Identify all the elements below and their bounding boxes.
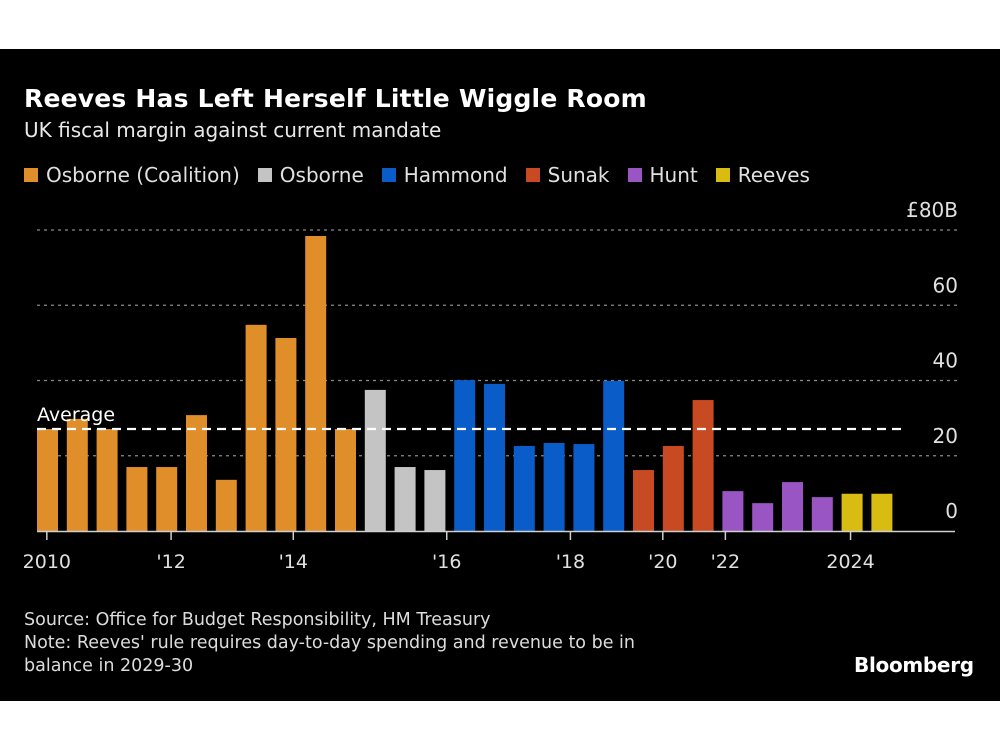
legend: Osborne (Coalition) Osborne Hammond Suna… — [24, 163, 828, 187]
x-tick-label: 2024 — [826, 551, 874, 573]
bar — [186, 415, 207, 531]
legend-label: Hammond — [403, 163, 508, 187]
bar — [484, 383, 505, 531]
legend-label: Reeves — [737, 163, 810, 187]
legend-item-osborne-coalition: Osborne (Coalition) — [24, 163, 240, 187]
legend-swatch — [381, 168, 396, 182]
footnote-line-2: balance in 2029-30 — [24, 656, 194, 676]
bar — [752, 503, 774, 531]
footnote-line-1: Note: Reeves' rule requires day-to-day s… — [24, 633, 635, 653]
bloomberg-logo: Bloomberg — [854, 653, 974, 677]
legend-item-hunt: Hunt — [627, 163, 698, 187]
chart-title: Reeves Has Left Herself Little Wiggle Ro… — [24, 84, 647, 113]
y-tick-label: 40 — [933, 349, 958, 373]
chart-subtitle: UK fiscal margin against current mandate — [24, 118, 442, 142]
chart-footer: Source: Office for Budget Responsibility… — [24, 609, 635, 678]
legend-label: Hunt — [649, 163, 698, 187]
bar — [275, 337, 297, 531]
bar — [871, 493, 893, 531]
bar — [543, 442, 565, 531]
chart-panel — [0, 49, 1000, 701]
legend-swatch — [525, 168, 540, 182]
bar — [245, 324, 267, 531]
bar — [662, 445, 684, 531]
bar — [811, 497, 833, 531]
legend-label: Osborne (Coalition) — [46, 163, 240, 187]
legend-swatch — [257, 168, 272, 182]
bar — [841, 493, 863, 531]
legend-swatch — [627, 168, 642, 182]
y-tick-label: 60 — [933, 273, 958, 297]
x-tick-label: 2010 — [23, 551, 71, 573]
bar — [513, 445, 535, 531]
legend-label: Sunak — [547, 163, 610, 187]
bar — [126, 467, 148, 531]
x-tick-label: '20 — [648, 551, 677, 573]
bar — [782, 482, 803, 531]
legend-item-hammond: Hammond — [381, 163, 508, 187]
bar — [573, 444, 595, 531]
x-tick-label: '18 — [556, 551, 585, 573]
legend-item-osborne: Osborne — [257, 163, 364, 187]
bar — [633, 470, 654, 531]
average-label: Average — [37, 404, 115, 426]
bar — [305, 236, 327, 531]
bar — [96, 429, 118, 531]
legend-item-reeves: Reeves — [715, 163, 810, 187]
legend-swatch — [24, 168, 38, 182]
x-tick-label: '22 — [711, 551, 740, 573]
bar — [66, 418, 88, 531]
legend-item-sunak: Sunak — [525, 163, 610, 187]
bar — [603, 380, 625, 531]
bar — [37, 429, 58, 531]
legend-swatch — [715, 168, 730, 182]
x-tick-label: '14 — [279, 551, 308, 573]
bar — [692, 400, 714, 531]
x-tick-label: '12 — [156, 551, 185, 573]
bar — [156, 467, 178, 531]
bar — [454, 380, 476, 531]
bar — [394, 467, 416, 531]
y-tick-label: 0 — [945, 499, 958, 523]
y-tick-label: £80B — [906, 198, 958, 222]
bar — [722, 491, 744, 531]
bar — [424, 470, 446, 531]
bar — [215, 479, 237, 531]
bar — [364, 389, 386, 531]
source-note: Source: Office for Budget Responsibility… — [24, 610, 491, 630]
y-tick-label: 20 — [933, 424, 958, 448]
legend-label: Osborne — [279, 163, 364, 187]
bar — [335, 429, 356, 531]
x-tick-label: '16 — [432, 551, 461, 573]
